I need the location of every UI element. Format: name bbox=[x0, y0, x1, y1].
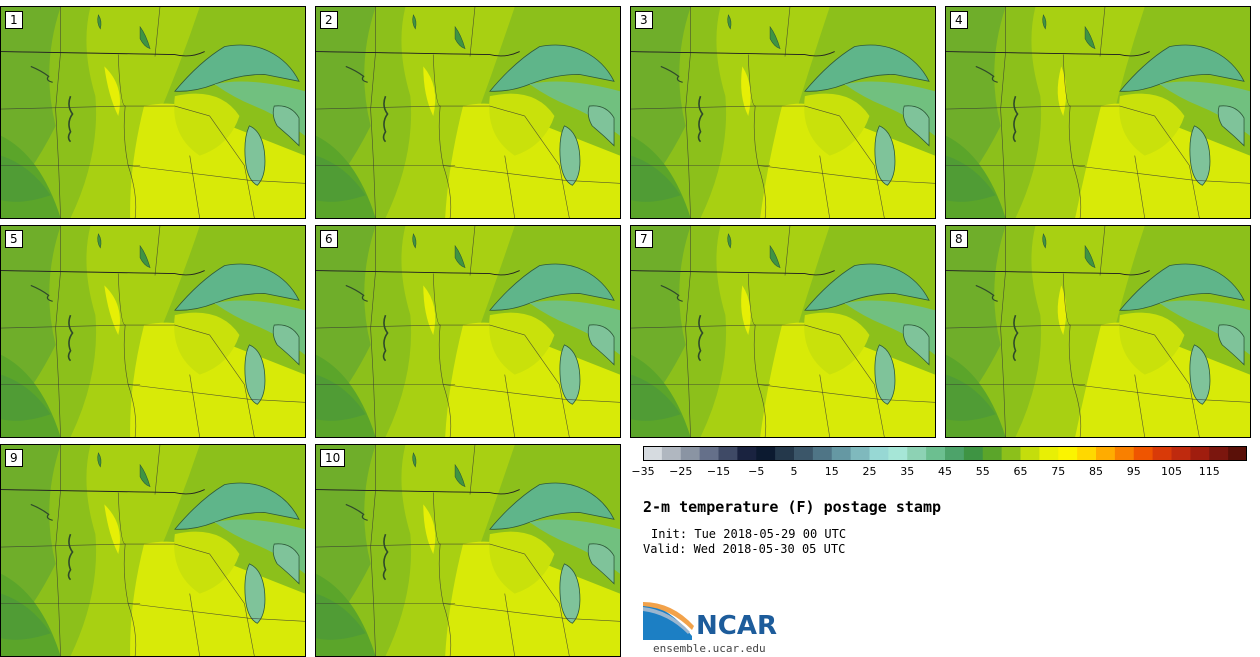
colorbar-bin bbox=[1058, 446, 1078, 461]
member-number: 9 bbox=[5, 449, 23, 467]
ncar-logo-icon bbox=[643, 602, 694, 640]
colorbar-bin bbox=[1001, 446, 1021, 461]
colorbar-tick-labels: −35 −25 −15 −5 5 15 25 35 45 55 65 75 85 95 105 115 bbox=[631, 465, 1247, 479]
colorbar-tick-label: 95 bbox=[1126, 465, 1141, 478]
colorbar-bin bbox=[1133, 446, 1154, 461]
colorbar-tick-label: 115 bbox=[1198, 465, 1220, 478]
colorbar-bin bbox=[737, 446, 757, 461]
stamp-panel-5: 5 bbox=[0, 225, 306, 438]
member-number: 10 bbox=[320, 449, 346, 467]
valid-time: Valid: Wed 2018-05-30 05 UTC bbox=[643, 542, 846, 556]
colorbar-tick-label: −5 bbox=[748, 465, 765, 478]
temperature-map bbox=[946, 226, 1250, 437]
colorbar-tick-label: −25 bbox=[669, 465, 693, 478]
member-number: 2 bbox=[320, 11, 338, 29]
site-url: ensemble.ucar.edu bbox=[653, 642, 766, 655]
colorbar-bin bbox=[1020, 446, 1040, 461]
colorbar-bin bbox=[1209, 446, 1229, 461]
colorbar-tick-label: 25 bbox=[862, 465, 877, 478]
stamp-panel-8: 8 bbox=[945, 225, 1251, 438]
stamp-panel-10: 10 bbox=[315, 444, 621, 657]
colorbar-bin bbox=[680, 446, 701, 461]
temperature-map bbox=[631, 7, 935, 218]
temperature-map bbox=[946, 7, 1250, 218]
temperature-map bbox=[316, 226, 620, 437]
colorbar-bin bbox=[1114, 446, 1135, 461]
colorbar-bin bbox=[699, 446, 719, 461]
colorbar-tick-label: 55 bbox=[975, 465, 990, 478]
stamp-panel-3: 3 bbox=[630, 6, 936, 219]
colorbar-bin bbox=[850, 446, 870, 461]
colorbar-bin bbox=[661, 446, 682, 461]
colorbar-bin bbox=[794, 446, 814, 461]
colorbar-bin bbox=[812, 446, 833, 461]
temperature-map bbox=[316, 445, 620, 656]
colorbar-bin bbox=[831, 446, 852, 461]
member-number: 4 bbox=[950, 11, 968, 29]
stamp-panel-7: 7 bbox=[630, 225, 936, 438]
temperature-map bbox=[1, 445, 305, 656]
logo-wordmark: NCAR bbox=[696, 611, 777, 641]
temperature-map bbox=[631, 226, 935, 437]
colorbar-tick-label: 65 bbox=[1013, 465, 1028, 478]
stamp-panel-6: 6 bbox=[315, 225, 621, 438]
init-time: Init: Tue 2018-05-29 00 UTC bbox=[651, 527, 847, 541]
colorbar-tick-label: −15 bbox=[706, 465, 731, 478]
colorbar-bin bbox=[888, 446, 908, 461]
colorbar-tick-label: 15 bbox=[824, 465, 839, 478]
colorbar-bin bbox=[718, 446, 738, 461]
colorbar-bin bbox=[869, 446, 889, 461]
temperature-map bbox=[1, 226, 305, 437]
colorbar-tick-label: 75 bbox=[1051, 465, 1066, 478]
member-number: 1 bbox=[5, 11, 23, 29]
stamp-panel-9: 9 bbox=[0, 444, 306, 657]
member-number: 3 bbox=[635, 11, 653, 29]
colorbar-tick-label: 45 bbox=[938, 465, 952, 478]
colorbar-bin bbox=[775, 446, 795, 461]
plot-title: 2-m temperature (F) postage stamp bbox=[643, 498, 942, 516]
member-number: 5 bbox=[5, 230, 23, 248]
stamp-panel-2: 2 bbox=[315, 6, 621, 219]
colorbar-bin bbox=[1171, 446, 1191, 461]
stamp-panel-1: 1 bbox=[0, 6, 306, 219]
colorbar-bin bbox=[1190, 446, 1210, 461]
colorbar-bin bbox=[1228, 446, 1247, 461]
colorbar-tick-label: 5 bbox=[790, 465, 798, 478]
colorbar-bin bbox=[1096, 446, 1116, 461]
member-number: 7 bbox=[635, 230, 653, 248]
colorbar-bin bbox=[926, 446, 946, 461]
colorbar-bin bbox=[982, 446, 1003, 461]
stamp-panel-4: 4 bbox=[945, 6, 1251, 219]
member-number: 6 bbox=[320, 230, 338, 248]
colorbar-bin bbox=[1152, 446, 1172, 461]
colorbar-tick-label: 35 bbox=[900, 465, 915, 478]
colorbar-bin bbox=[1077, 446, 1097, 461]
temperature-colorbar bbox=[643, 446, 1247, 461]
colorbar-bin bbox=[643, 446, 663, 461]
colorbar-tick-label: −35 bbox=[631, 465, 655, 478]
member-number: 8 bbox=[950, 230, 968, 248]
colorbar-bin bbox=[963, 446, 984, 461]
colorbar-tick-label: 105 bbox=[1161, 465, 1182, 478]
temperature-map bbox=[316, 7, 620, 218]
colorbar-bin bbox=[1039, 446, 1059, 461]
colorbar-bin bbox=[945, 446, 965, 461]
colorbar-tick-label: 85 bbox=[1089, 465, 1103, 478]
colorbar-bin bbox=[756, 446, 776, 461]
colorbar-bin bbox=[907, 446, 927, 461]
temperature-map bbox=[1, 7, 305, 218]
